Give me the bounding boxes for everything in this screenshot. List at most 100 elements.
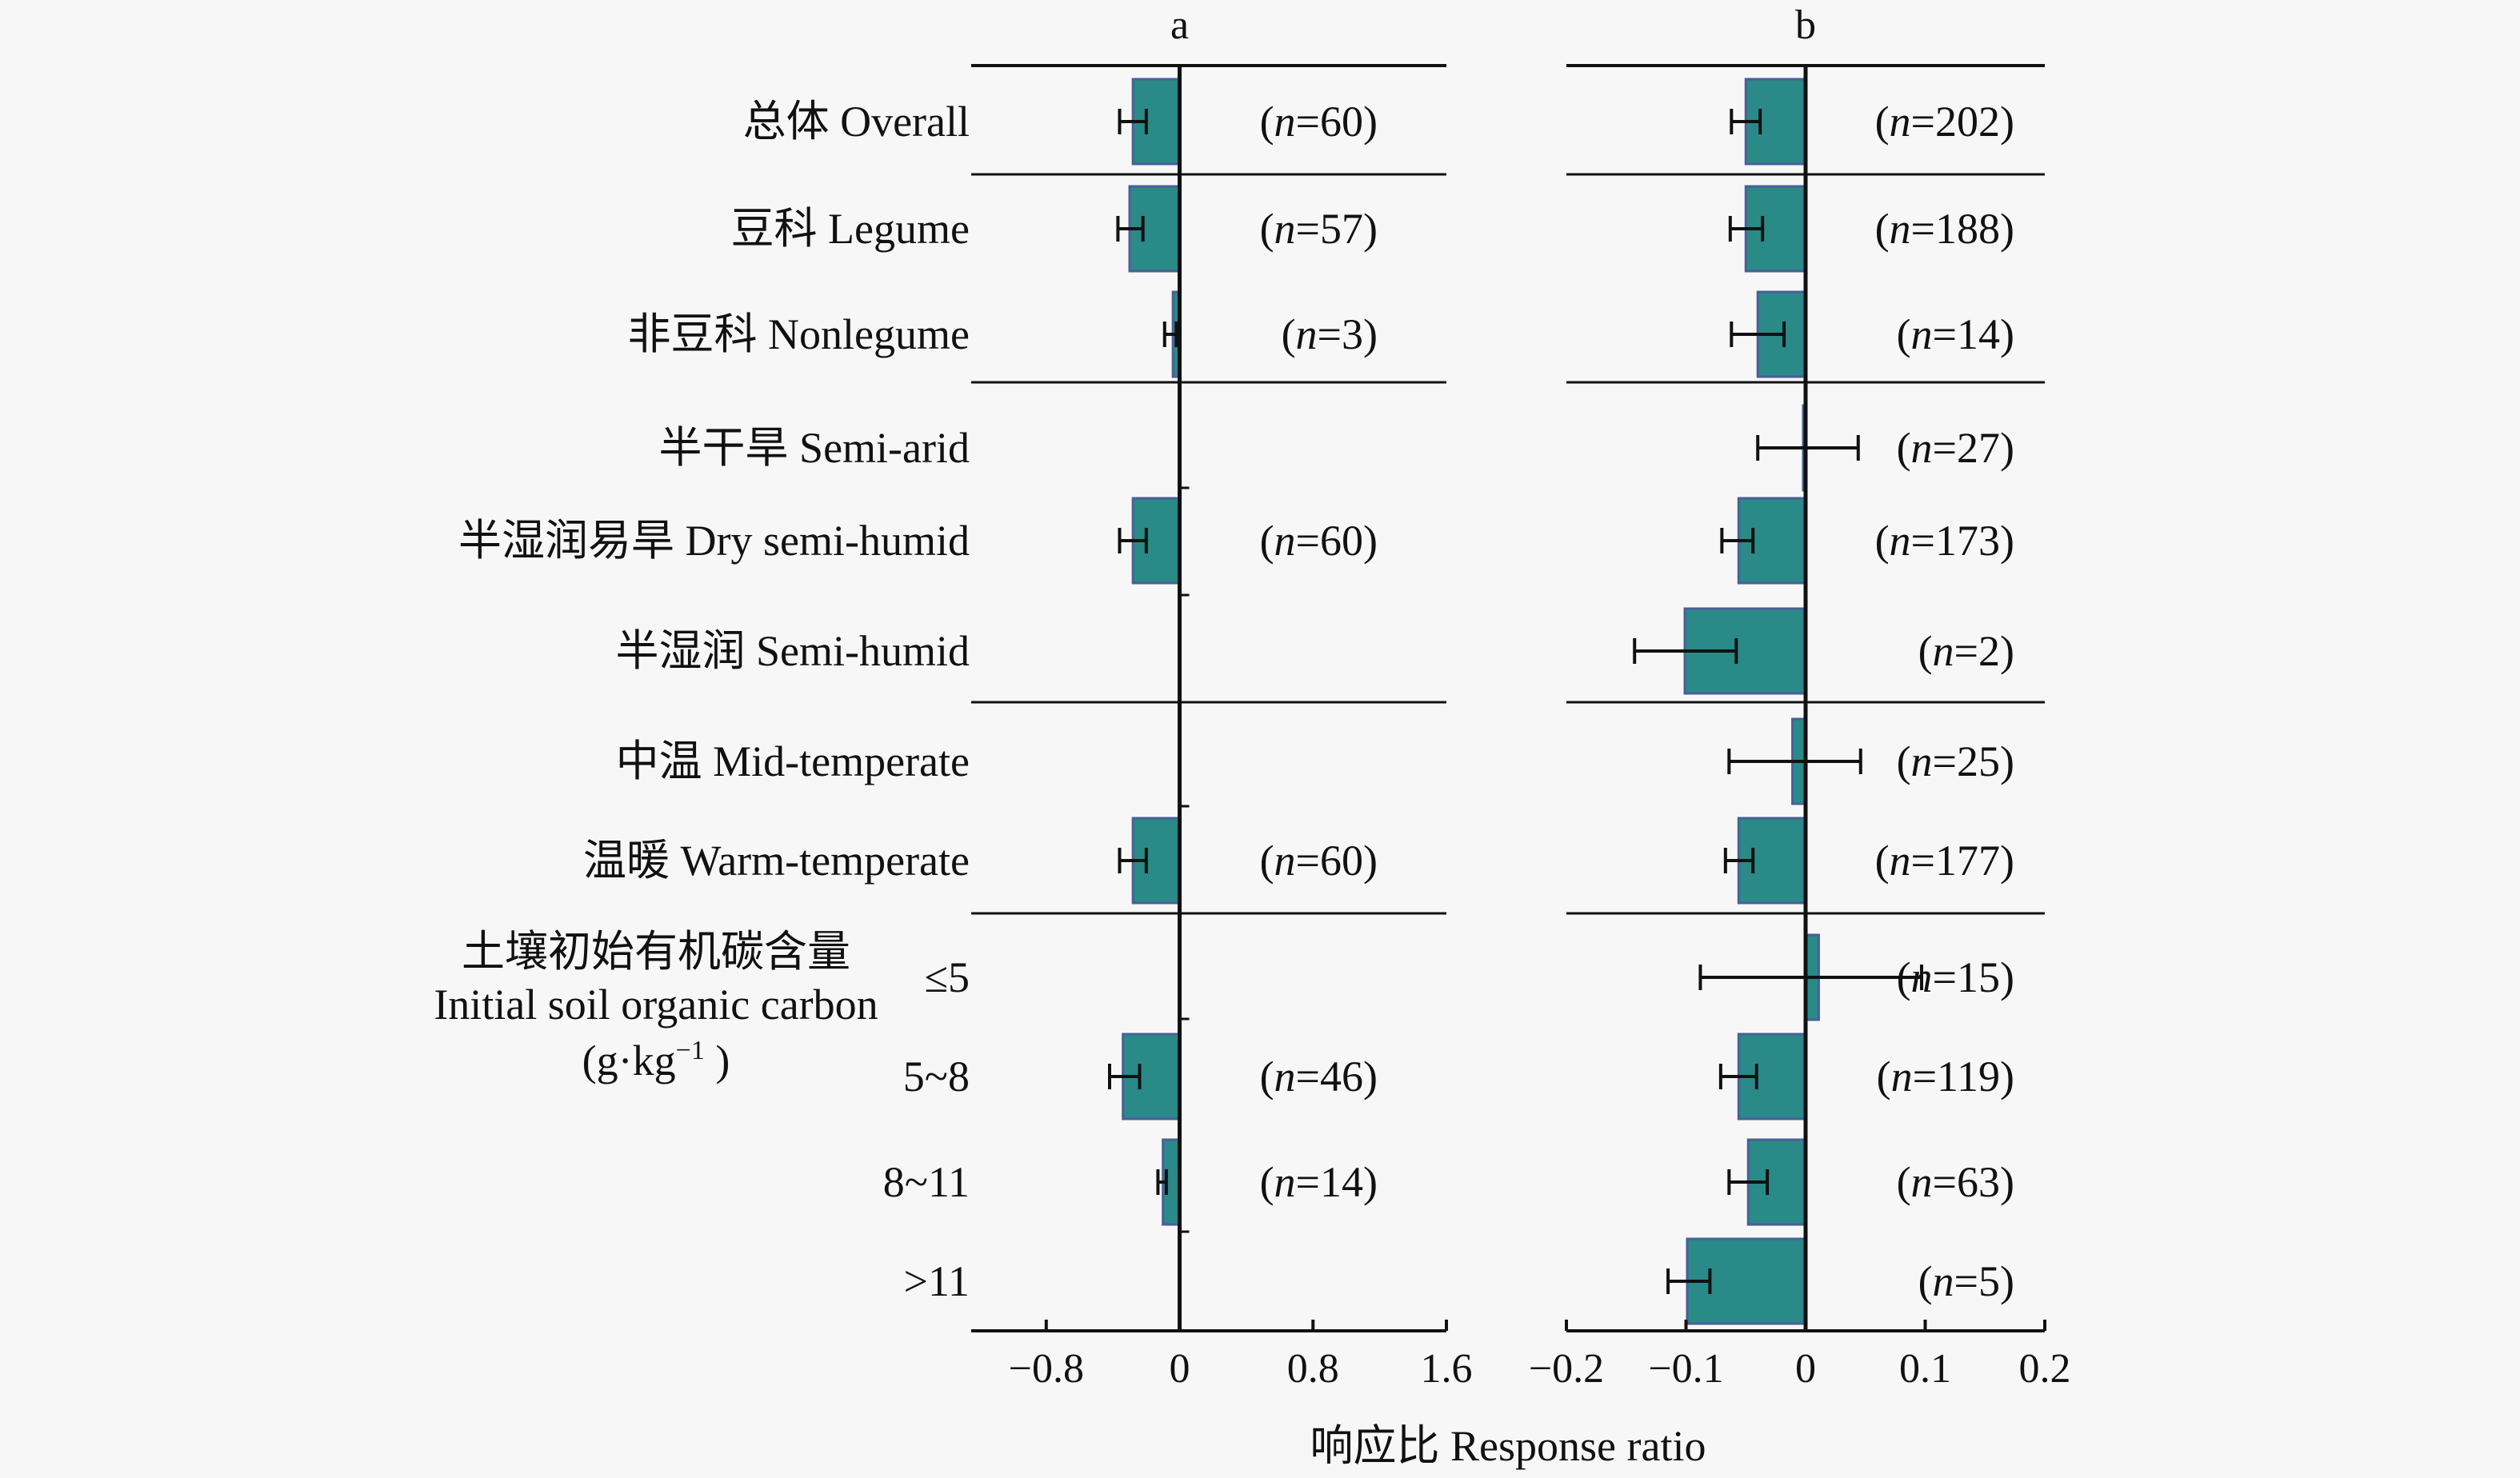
n-label-n: n	[1911, 310, 1933, 358]
n-label: (n=46)	[1260, 1053, 1378, 1101]
n-label-open: (	[1260, 1158, 1274, 1206]
x-tick-label: 0.1	[1899, 1346, 1951, 1392]
n-label: (n=173)	[1875, 517, 2014, 565]
n-label-value: =2	[1954, 627, 2000, 675]
n-label-close: )	[1363, 517, 1378, 565]
row-label: 温暖 Warm-temperate	[583, 837, 970, 885]
row-label: 5~8	[903, 1053, 970, 1101]
n-label-open: (	[1897, 1158, 1911, 1206]
row-label: 半干旱 Semi-arid	[659, 424, 970, 472]
n-label-open: (	[1282, 310, 1296, 358]
panel-title: b	[1795, 2, 1816, 48]
n-label-close: )	[2000, 953, 2014, 1001]
x-tick-label: 0.2	[2019, 1346, 2071, 1392]
n-label-value: =14	[1933, 310, 2000, 358]
n-label: (n=63)	[1897, 1158, 2014, 1206]
n-label-n: n	[1911, 1158, 1933, 1206]
n-label-n: n	[1274, 98, 1296, 146]
n-label-close: )	[2000, 517, 2014, 565]
group-label-line: Initial soil organic carbon	[434, 981, 878, 1029]
row-label: 8~11	[883, 1158, 970, 1206]
n-label-open: (	[1918, 1257, 1933, 1305]
x-tick-label: 0	[1170, 1346, 1190, 1392]
n-label-n: n	[1933, 1257, 1954, 1305]
n-label-close: )	[2000, 837, 2014, 885]
n-label-n: n	[1890, 98, 1911, 146]
n-label-n: n	[1274, 205, 1296, 253]
n-label-value: =60	[1296, 517, 1363, 565]
n-label-open: (	[1897, 737, 1911, 785]
n-label-value: =57	[1296, 205, 1363, 253]
n-label-n: n	[1890, 205, 1911, 253]
n-label-open: (	[1897, 953, 1911, 1001]
panel-title: a	[1170, 2, 1189, 48]
x-tick-label: 1.6	[1421, 1346, 1473, 1392]
x-tick-label: −0.1	[1648, 1346, 1723, 1392]
n-label-n: n	[1890, 517, 1911, 565]
n-label-n: n	[1911, 424, 1933, 472]
n-label: (n=3)	[1282, 310, 1378, 358]
unit-superscript: −1	[676, 1036, 705, 1065]
n-label-n: n	[1274, 837, 1296, 885]
n-label-value: =46	[1296, 1053, 1363, 1101]
n-label-close: )	[1363, 837, 1378, 885]
n-label-close: )	[2000, 310, 2014, 358]
row-label: 非豆科 Nonlegume	[628, 310, 970, 358]
n-label-n: n	[1911, 953, 1933, 1001]
n-label-value: =5	[1954, 1257, 2000, 1305]
n-label-open: (	[1897, 424, 1911, 472]
n-label-close: )	[1363, 1158, 1378, 1206]
n-label-value: =60	[1296, 98, 1363, 146]
row-label: 半湿润易旱 Dry semi-humid	[458, 517, 970, 565]
n-label-open: (	[1897, 310, 1911, 358]
n-label-n: n	[1274, 1158, 1296, 1206]
n-label-value: =119	[1913, 1053, 2000, 1101]
n-label-close: )	[2000, 98, 2014, 146]
n-label: (n=60)	[1260, 98, 1378, 146]
n-label-open: (	[1260, 205, 1274, 253]
n-label-value: =173	[1911, 517, 2000, 565]
n-label-close: )	[1363, 310, 1378, 358]
n-label-close: )	[2000, 1053, 2014, 1101]
x-tick-label: −0.8	[1009, 1346, 1084, 1392]
row-label: 半湿润 Semi-humid	[616, 627, 970, 675]
n-label-open: (	[1875, 517, 1890, 565]
unit-suffix: )	[705, 1037, 730, 1085]
n-label-value: =60	[1296, 837, 1363, 885]
n-label-close: )	[2000, 205, 2014, 253]
n-label: (n=57)	[1260, 205, 1378, 253]
row-label: >11	[904, 1257, 970, 1305]
n-label: (n=119)	[1877, 1053, 2014, 1101]
n-label: (n=177)	[1875, 837, 2014, 885]
n-label-open: (	[1875, 837, 1890, 885]
n-label-value: =3	[1318, 310, 1363, 358]
panel-b: b(n=202)(n=188)(n=14)(n=27)(n=173)(n=2)(…	[1529, 2, 2071, 1392]
n-label-value: =188	[1911, 205, 2000, 253]
n-label: (n=2)	[1918, 627, 2014, 675]
x-tick-label: 0.8	[1287, 1346, 1339, 1392]
n-label-close: )	[2000, 627, 2014, 675]
unit-prefix: (g·kg	[582, 1037, 676, 1085]
n-label-open: (	[1260, 517, 1274, 565]
n-label: (n=60)	[1260, 517, 1378, 565]
n-label-close: )	[2000, 737, 2014, 785]
n-label-close: )	[2000, 1257, 2014, 1305]
n-label: (n=188)	[1875, 205, 2014, 253]
n-label-open: (	[1875, 98, 1890, 146]
n-label-open: (	[1875, 205, 1890, 253]
n-label-n: n	[1911, 737, 1933, 785]
n-label-value: =27	[1933, 424, 2000, 472]
n-label: (n=60)	[1260, 837, 1378, 885]
row-labels: 总体 Overall 豆科 Legume 非豆科 Nonlegume 半干旱 Semi…	[458, 98, 970, 1305]
n-label-value: =202	[1911, 98, 2000, 146]
n-label-close: )	[1363, 205, 1378, 253]
n-label: (n=14)	[1897, 310, 2014, 358]
panel-a: a(n=60)(n=57)(n=3)(n=60)(n=60)(n=46)(n=1…	[971, 2, 1473, 1392]
row-label: 中温 Mid-temperate	[616, 737, 970, 785]
n-label-n: n	[1296, 310, 1318, 358]
n-label: (n=27)	[1897, 424, 2014, 472]
n-label-value: =25	[1933, 737, 2000, 785]
n-label-value: =15	[1933, 953, 2000, 1001]
